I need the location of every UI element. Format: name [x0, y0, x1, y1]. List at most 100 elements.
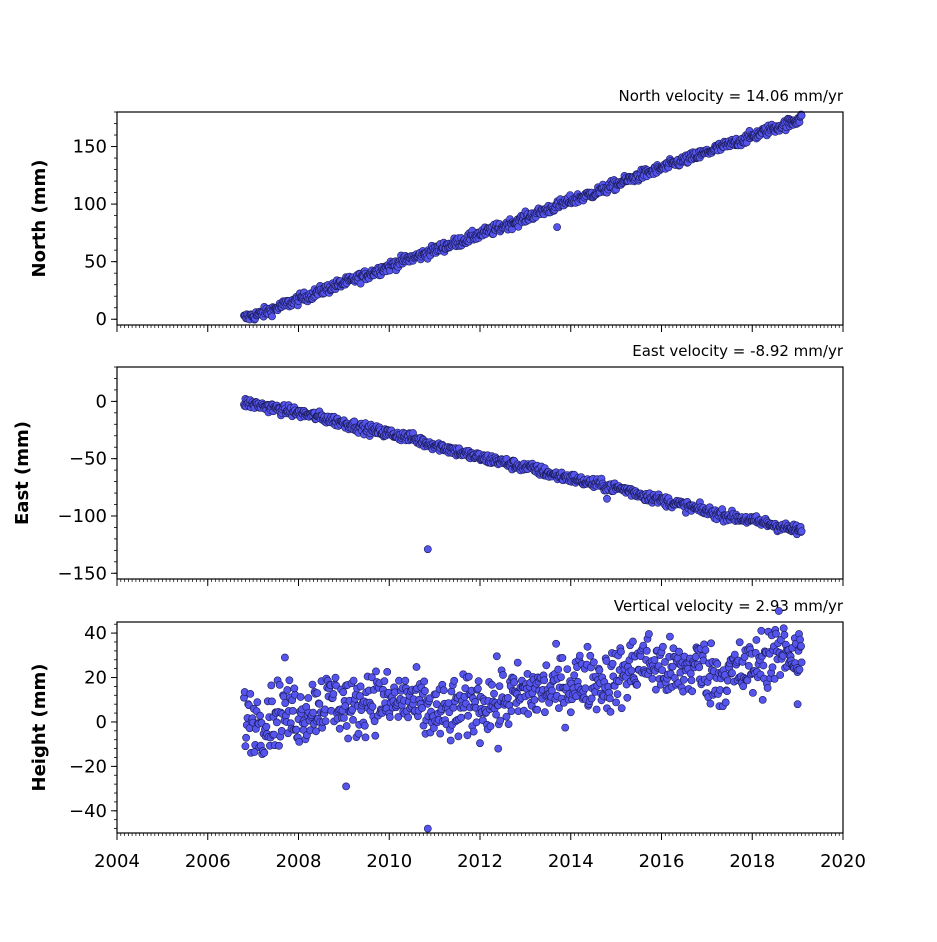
- data-point: [439, 686, 448, 695]
- data-point: [260, 748, 269, 757]
- data-point: [740, 653, 749, 661]
- data-point: [695, 663, 704, 672]
- x-tick-label: 2020: [820, 851, 866, 872]
- east-points: [240, 394, 806, 554]
- data-point: [779, 624, 788, 633]
- data-point: [492, 710, 500, 719]
- data-point: [668, 662, 677, 671]
- outlier-point: [793, 700, 802, 709]
- data-point: [262, 722, 271, 731]
- data-point: [530, 696, 539, 704]
- data-point: [652, 685, 660, 694]
- x-tick-label: 2004: [94, 851, 140, 872]
- data-point: [380, 677, 389, 685]
- data-point: [503, 694, 512, 702]
- outlier-point: [423, 824, 432, 833]
- outlier-point: [553, 223, 561, 231]
- data-point: [290, 684, 299, 693]
- data-point: [795, 665, 804, 674]
- data-point: [367, 673, 376, 682]
- outlier-point: [342, 782, 350, 791]
- data-point: [645, 630, 653, 638]
- data-point: [487, 680, 496, 689]
- data-point: [744, 662, 753, 670]
- data-point: [612, 698, 620, 707]
- y-tick-label: −20: [69, 756, 107, 777]
- data-point: [275, 681, 284, 689]
- data-point: [469, 727, 478, 736]
- data-point: [627, 666, 636, 675]
- outlier-point: [603, 494, 611, 503]
- x-tick-label: 2018: [729, 851, 775, 872]
- data-point: [268, 697, 276, 706]
- data-point: [587, 694, 596, 703]
- data-point: [339, 714, 348, 722]
- data-point: [275, 741, 283, 750]
- data-point: [385, 713, 394, 721]
- data-point: [691, 653, 700, 661]
- data-point: [464, 672, 473, 681]
- data-point: [701, 646, 710, 654]
- data-point: [504, 720, 513, 728]
- east-panel-title: East velocity = -8.92 mm/yr: [632, 342, 844, 360]
- data-point: [356, 682, 365, 691]
- data-point: [613, 690, 622, 698]
- data-point: [552, 639, 560, 648]
- data-point: [510, 678, 519, 687]
- data-point: [371, 731, 380, 740]
- y-tick-label: 50: [84, 252, 107, 273]
- data-point: [349, 716, 357, 724]
- outlier-point: [494, 744, 503, 753]
- data-point: [743, 676, 752, 685]
- data-point: [418, 704, 426, 712]
- data-point: [344, 734, 352, 743]
- data-point: [308, 680, 317, 689]
- data-point: [617, 704, 626, 713]
- data-point: [267, 681, 276, 690]
- data-point: [768, 663, 777, 672]
- data-point: [669, 644, 678, 653]
- data-point: [605, 694, 614, 703]
- data-point: [507, 707, 516, 715]
- data-point: [524, 710, 533, 718]
- data-point: [360, 721, 369, 730]
- data-point: [623, 693, 632, 702]
- data-point: [606, 708, 615, 716]
- data-point: [476, 739, 484, 748]
- data-point: [370, 717, 379, 726]
- data-point: [770, 675, 779, 683]
- data-point: [723, 676, 732, 685]
- data-point: [542, 661, 551, 670]
- data-point: [412, 663, 421, 671]
- data-point: [797, 642, 805, 650]
- east-y-axis-label: East (mm): [12, 421, 33, 525]
- y-tick-label: 150: [73, 137, 107, 158]
- data-point: [313, 689, 322, 697]
- y-tick-label: −40: [69, 801, 107, 822]
- data-point: [797, 111, 806, 120]
- data-point: [339, 688, 348, 697]
- data-point: [331, 673, 340, 682]
- data-point: [496, 716, 505, 725]
- data-point: [563, 665, 572, 673]
- data-point: [633, 680, 641, 689]
- data-point: [383, 668, 392, 676]
- data-point: [658, 666, 667, 674]
- data-point: [486, 722, 495, 731]
- data-point: [447, 687, 456, 696]
- data-point: [617, 647, 625, 656]
- data-point: [281, 699, 290, 707]
- north-panel: North velocity = 14.06 mm/yr North (mm) 0 5…: [29, 87, 844, 332]
- data-point: [285, 676, 294, 685]
- data-point: [446, 736, 455, 745]
- data-point: [555, 704, 563, 712]
- data-point: [728, 669, 736, 677]
- data-point: [361, 733, 370, 742]
- data-point: [661, 658, 669, 666]
- data-point: [721, 698, 730, 707]
- data-point: [372, 667, 380, 676]
- data-point: [642, 646, 651, 655]
- data-point: [666, 632, 674, 641]
